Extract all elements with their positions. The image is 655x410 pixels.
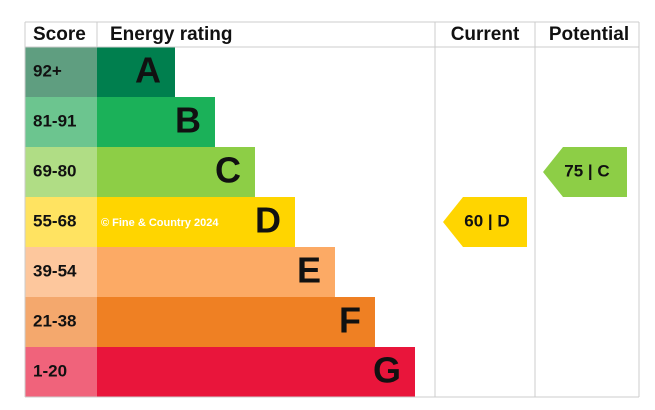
header-score: Score	[33, 24, 86, 45]
header-potential: Potential	[549, 24, 629, 45]
band-letter: E	[297, 250, 321, 291]
bands: 92+ A 81-91 B 69-80 C 55-68 D 39-54 E 21-38 F 1-20 G	[25, 47, 415, 397]
score-cell	[25, 297, 97, 347]
score-cell	[25, 47, 97, 97]
band-letter: C	[215, 150, 241, 191]
score-label: 55-68	[33, 211, 76, 230]
band-letter: B	[175, 100, 201, 141]
header-rating: Energy rating	[110, 24, 232, 45]
current-arrow	[443, 197, 527, 247]
rating-bar	[97, 347, 415, 397]
rating-bar	[97, 147, 255, 197]
band-letter: G	[373, 350, 401, 391]
rating-bar	[97, 47, 175, 97]
watermark: © Fine & Country 2024	[101, 217, 219, 229]
rating-bar	[97, 297, 375, 347]
score-cell	[25, 147, 97, 197]
header-current: Current	[451, 24, 520, 45]
score-label: 1-20	[33, 361, 67, 380]
score-label: 81-91	[33, 111, 76, 130]
rating-bar	[97, 197, 295, 247]
score-cell	[25, 347, 97, 397]
score-label: 69-80	[33, 161, 76, 180]
potential-label: 75 | C	[564, 161, 609, 180]
score-cell	[25, 197, 97, 247]
score-cell	[25, 247, 97, 297]
potential-arrow	[543, 147, 627, 197]
band-letter: A	[135, 50, 161, 91]
score-cell	[25, 97, 97, 147]
rating-bar	[97, 247, 335, 297]
score-label: 39-54	[33, 261, 77, 280]
rating-bar	[97, 97, 215, 147]
current-label: 60 | D	[464, 211, 509, 230]
band-letter: F	[339, 300, 361, 341]
band-letter: D	[255, 200, 281, 241]
score-label: 92+	[33, 61, 62, 80]
score-label: 21-38	[33, 311, 76, 330]
